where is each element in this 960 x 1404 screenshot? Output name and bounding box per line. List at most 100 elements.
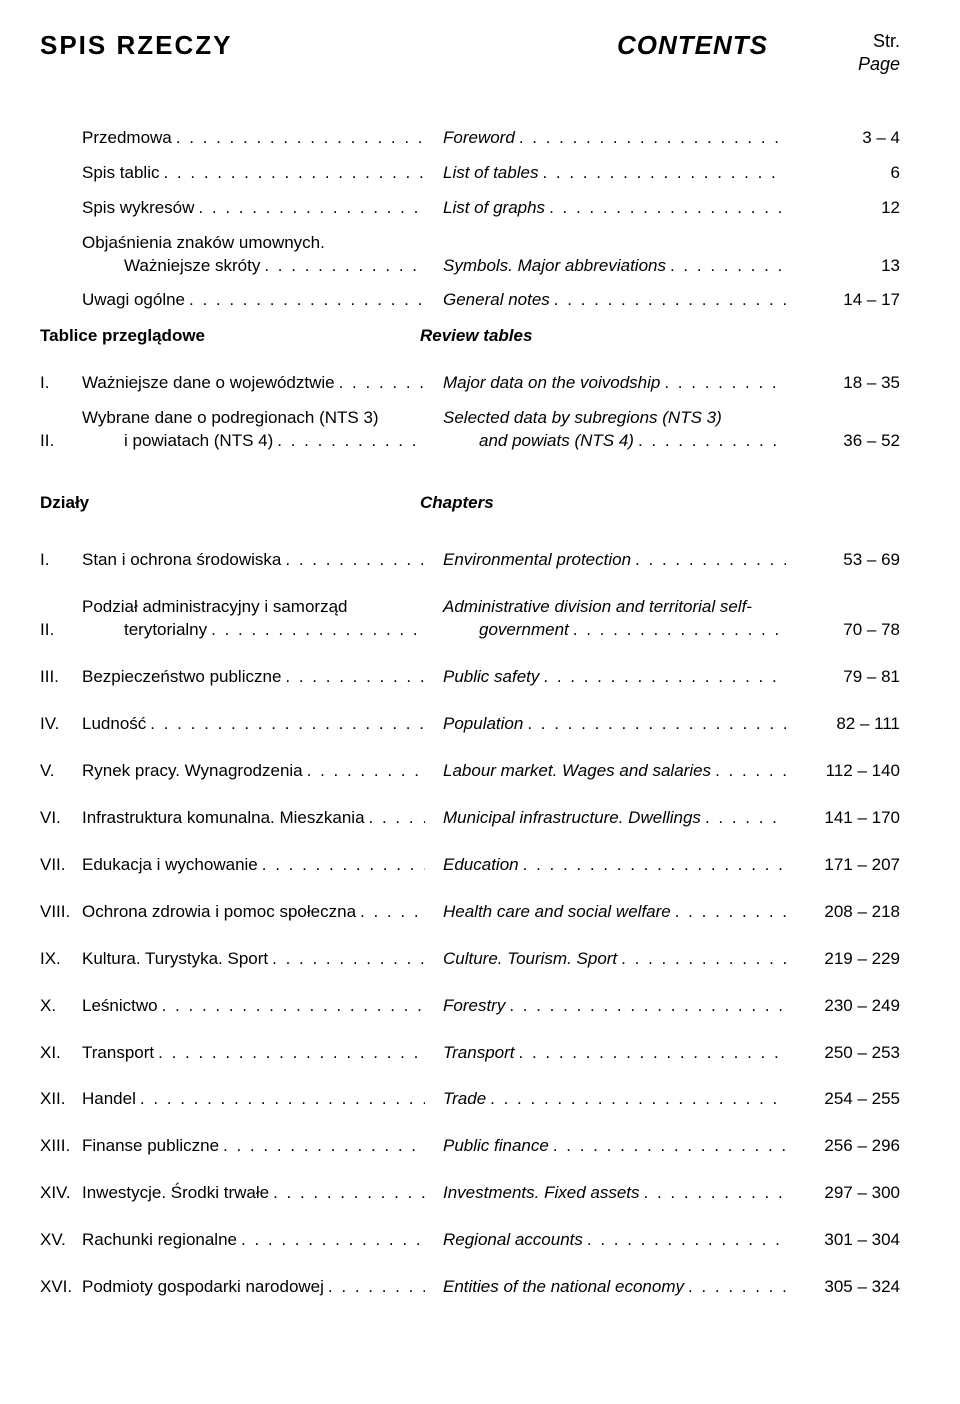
leader-dots: . . . . . . . . . . . . . . . . . . . . … [237, 1229, 425, 1252]
leader-dots: . . . . . . . . . . . . . . . . . . . . … [258, 854, 425, 877]
leader-dots: . . . . . . . . . . . . . . . . . . . . … [538, 162, 786, 185]
label-pl: Kultura. Turystyka. Sport [82, 948, 268, 971]
leader-dots: . . . . . . . . . . . . . . . . . . . . … [159, 162, 425, 185]
leader-dots: . . . . . . . . . . . . . . . . . . . . … [207, 619, 425, 642]
leader-dots: . . . . . . . . . . . . . . . . . . . . … [158, 995, 425, 1018]
toc-row: XII.Handel. . . . . . . . . . . . . . . … [40, 1088, 900, 1111]
page-number: 36 – 52 [800, 430, 900, 453]
label-pl: Leśnictwo [82, 995, 158, 1018]
roman-numeral: XI. [40, 1042, 82, 1065]
roman-numeral: IX. [40, 948, 82, 971]
toc-row: II.Podział administracyjny i samorządter… [40, 596, 900, 642]
label-pl: Bezpieczeństwo publiczne [82, 666, 281, 689]
roman-numeral: XII. [40, 1088, 82, 1111]
page-number: 3 – 4 [800, 127, 900, 150]
label-en: Education [443, 854, 519, 877]
label-pl: Przedmowa [82, 127, 172, 150]
leader-dots: . . . . . . . . . . . . . . . . . . . . … [281, 666, 425, 689]
label-pl: Infrastruktura komunalna. Mieszkania [82, 807, 365, 830]
leader-dots: . . . . . . . . . . . . . . . . . . . . … [219, 1135, 425, 1158]
label-en: Public finance [443, 1135, 549, 1158]
roman-numeral: XIII. [40, 1135, 82, 1158]
toc-row: V.Rynek pracy. Wynagrodzenia. . . . . . … [40, 760, 900, 783]
page-number: 13 [800, 255, 900, 278]
leader-dots: . . . . . . . . . . . . . . . . . . . . … [146, 713, 425, 736]
label-pl: Rynek pracy. Wynagrodzenia [82, 760, 303, 783]
toc-row: Spis wykresów. . . . . . . . . . . . . .… [40, 197, 900, 220]
leader-dots: . . . . . . . . . . . . . . . . . . . . … [549, 1135, 786, 1158]
label-pl-line2: terytorialny [82, 619, 207, 642]
page-number: 70 – 78 [800, 619, 900, 642]
label-pl: Spis wykresów [82, 197, 194, 220]
leader-dots: . . . . . . . . . . . . . . . . . . . . … [194, 197, 425, 220]
label-en: Labour market. Wages and salaries [443, 760, 711, 783]
label-pl: Finanse publiczne [82, 1135, 219, 1158]
label-en: Symbols. Major abbreviations [443, 255, 666, 278]
leader-dots: . . . . . . . . . . . . . . . . . . . . … [684, 1276, 786, 1299]
page-label-en: Page [858, 53, 900, 76]
label-pl: Stan i ochrona środowiska [82, 549, 281, 572]
leader-dots: . . . . . . . . . . . . . . . . . . . . … [523, 713, 786, 736]
toc-row: Spis tablic. . . . . . . . . . . . . . .… [40, 162, 900, 185]
section-chapters: Działy Chapters [40, 493, 900, 513]
toc-row: Objaśnienia znaków umownych. Ważniejsze … [40, 232, 900, 278]
page-number: 254 – 255 [800, 1088, 900, 1111]
section-title-pl: Działy [40, 493, 420, 513]
label-en: Health care and social welfare [443, 901, 671, 924]
toc-row: XV.Rachunki regionalne. . . . . . . . . … [40, 1229, 900, 1252]
leader-dots: . . . . . . . . . . . . . . . . . . . . … [505, 995, 786, 1018]
title-pl: SPIS RZECZY [40, 30, 232, 61]
toc-row: XIII.Finanse publiczne. . . . . . . . . … [40, 1135, 900, 1158]
page-label-pl: Str. [858, 30, 900, 53]
leader-dots: . . . . . . . . . . . . . . . . . . . . … [136, 1088, 425, 1111]
label-en: Transport [443, 1042, 515, 1065]
label-en: Forestry [443, 995, 505, 1018]
label-en-line2: and powiats (NTS 4) [443, 430, 634, 453]
label-pl: Ochrona zdrowia i pomoc społeczna [82, 901, 356, 924]
roman-numeral: XV. [40, 1229, 82, 1252]
toc-row: II. Wybrane dane o podregionach (NTS 3) … [40, 407, 900, 453]
toc-row: I.Stan i ochrona środowiska. . . . . . .… [40, 549, 900, 572]
toc-row: I. Ważniejsze dane o województwie. . . .… [40, 372, 900, 395]
label-pl: Spis tablic [82, 162, 159, 185]
page-number: 79 – 81 [800, 666, 900, 689]
label-pl: Handel [82, 1088, 136, 1111]
roman-numeral: II. [40, 430, 82, 453]
label-en: Entities of the national economy [443, 1276, 684, 1299]
label-en: List of tables [443, 162, 538, 185]
leader-dots: . . . . . . . . . . . . . . . . . . . . … [617, 948, 786, 971]
section-title-pl: Tablice przeglądowe [40, 326, 420, 346]
toc-row: XVI.Podmioty gospodarki narodowej. . . .… [40, 1276, 900, 1299]
roman-numeral: III. [40, 666, 82, 689]
leader-dots: . . . . . . . . . . . . . . . . . . . . … [550, 289, 786, 312]
label-en: Trade [443, 1088, 486, 1111]
toc-row: XIV.Inwestycje. Środki trwałe. . . . . .… [40, 1182, 900, 1205]
label-en: Municipal infrastructure. Dwellings [443, 807, 701, 830]
roman-numeral: I. [40, 549, 82, 572]
leader-dots: . . . . . . . . . . . . . . . . . . . . … [666, 255, 786, 278]
page-number: 112 – 140 [800, 760, 900, 783]
label-pl-line2: Ważniejsze skróty [82, 255, 260, 278]
label-pl: Podmioty gospodarki narodowej [82, 1276, 324, 1299]
review-list: I. Ważniejsze dane o województwie. . . .… [40, 372, 900, 453]
toc-row: VI.Infrastruktura komunalna. Mieszkania.… [40, 807, 900, 830]
roman-numeral: XIV. [40, 1182, 82, 1205]
roman-numeral: II. [40, 619, 82, 642]
leader-dots: . . . . . . . . . . . . . . . . . . . . … [273, 430, 425, 453]
page-number: 219 – 229 [800, 948, 900, 971]
page-number: 6 [800, 162, 900, 185]
section-review-tables: Tablice przeglądowe Review tables [40, 326, 900, 346]
toc-row: Uwagi ogólne. . . . . . . . . . . . . . … [40, 289, 900, 312]
header-right-wrap: CONTENTS Str. Page [617, 30, 900, 77]
leader-dots: . . . . . . . . . . . . . . . . . . . . … [281, 549, 425, 572]
leader-dots: . . . . . . . . . . . . . . . . . . . . … [634, 430, 786, 453]
roman-numeral: VI. [40, 807, 82, 830]
leader-dots: . . . . . . . . . . . . . . . . . . . . … [569, 619, 786, 642]
leader-dots: . . . . . . . . . . . . . . . . . . . . … [660, 372, 786, 395]
leader-dots: . . . . . . . . . . . . . . . . . . . . … [335, 372, 425, 395]
leader-dots: . . . . . . . . . . . . . . . . . . . . … [515, 127, 786, 150]
label-en-line1: Administrative division and territorial … [443, 596, 752, 619]
toc-row: XI.Transport. . . . . . . . . . . . . . … [40, 1042, 900, 1065]
roman-numeral: VII. [40, 854, 82, 877]
page-number: 301 – 304 [800, 1229, 900, 1252]
